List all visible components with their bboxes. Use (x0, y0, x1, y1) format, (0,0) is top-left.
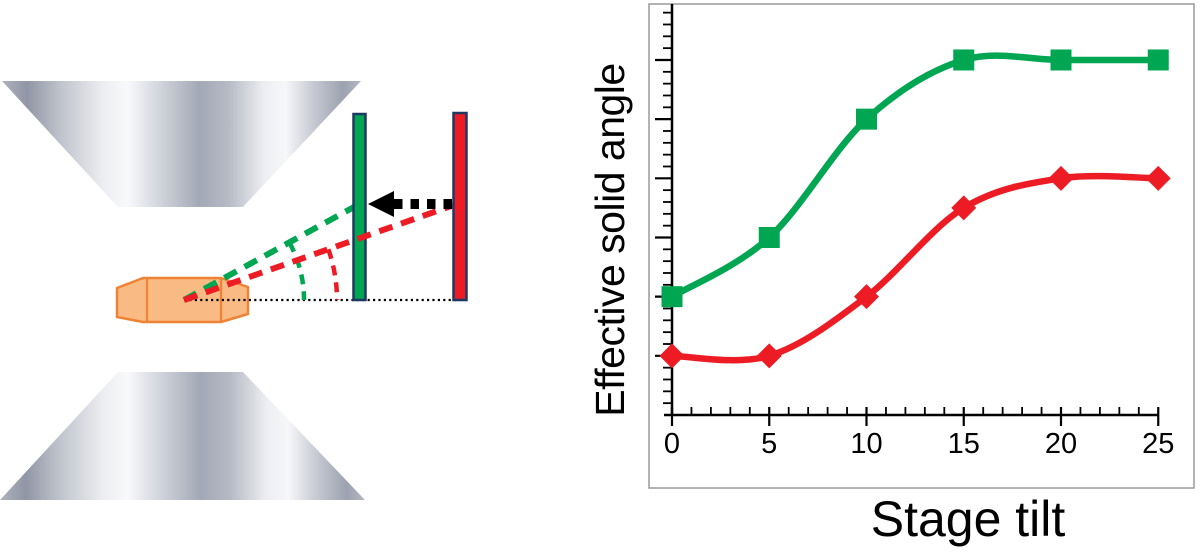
x-tick-label: 20 (1045, 428, 1077, 460)
green-angle-arc (287, 241, 307, 301)
x-tick-label: 0 (664, 428, 680, 460)
red-diamonds-series-marker (951, 195, 977, 221)
pole-piece-top (2, 81, 361, 207)
solid-angle-chart: 0 5 10 15 20 25 Stage tilt Effective solid an… (587, 3, 1195, 547)
red-solid-angle-line (183, 202, 455, 303)
pole-piece-bottom (0, 372, 365, 500)
green-squares-series-marker (1050, 49, 1072, 71)
red-diamonds-series-marker (1145, 165, 1171, 191)
x-tick-label: 5 (761, 428, 777, 460)
tem-geometry-diagram (0, 81, 470, 500)
red-diamonds-series-curve (668, 172, 1162, 364)
x-tick-label: 15 (948, 428, 980, 460)
detector-shift-arrow (368, 191, 452, 217)
green-solid-angle-line (182, 204, 356, 303)
chart-frame (648, 3, 1195, 489)
y-axis-title: Effective solid angle (587, 63, 633, 416)
x-tick-label: 25 (1142, 428, 1174, 460)
red-diamonds-series-marker (854, 284, 879, 310)
red-diamonds-series-marker (1048, 165, 1074, 191)
green-squares-series-marker (758, 226, 780, 248)
red-diamonds-series-marker (659, 343, 685, 369)
green-squares-series-marker (953, 49, 975, 71)
green-squares-series-marker (661, 286, 683, 308)
red-angle-arc (326, 248, 340, 301)
green-squares-series-marker (1147, 49, 1169, 71)
x-axis-title: Stage tilt (871, 491, 1066, 547)
green-squares-series-marker (856, 108, 877, 130)
red-diamonds-series-marker (756, 343, 782, 369)
far-detector-bar (452, 111, 468, 302)
x-tick-label: 10 (850, 428, 882, 460)
near-detector-bar (352, 112, 367, 302)
arrow-head-icon (368, 191, 394, 217)
